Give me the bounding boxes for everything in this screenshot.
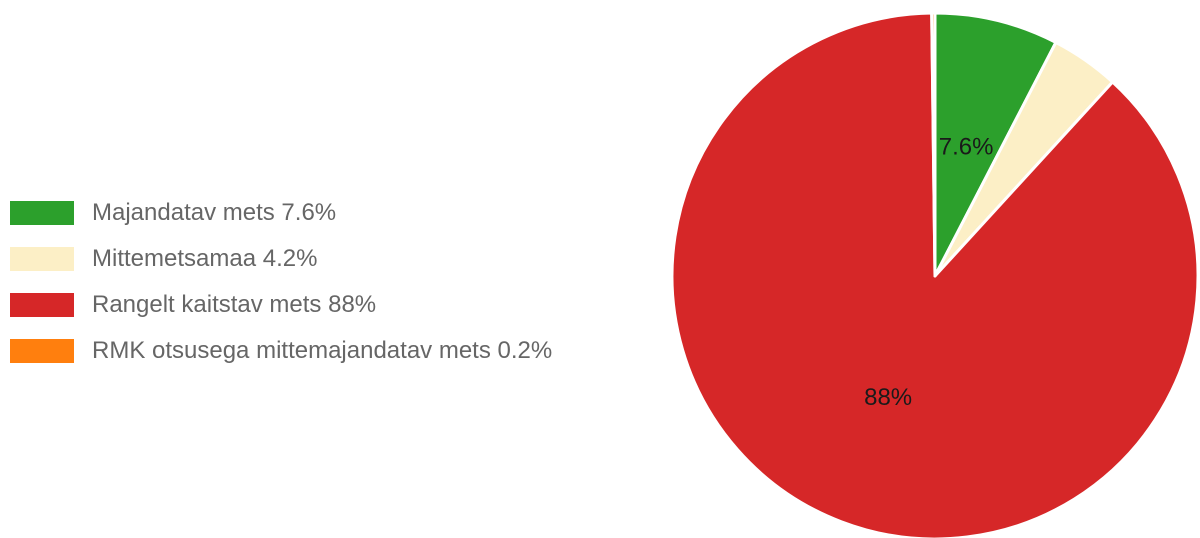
legend-swatch-rangelt-kaitstav-mets xyxy=(10,293,74,317)
legend: Majandatav mets 7.6% Mittemetsamaa 4.2% … xyxy=(10,190,552,374)
legend-swatch-majandatav-mets xyxy=(10,201,74,225)
legend-label-mittemetsamaa: Mittemetsamaa 4.2% xyxy=(92,245,318,272)
legend-item-rmk-otsusega-mittemajandatav-mets[interactable]: RMK otsusega mittemajandatav mets 0.2% xyxy=(10,328,552,374)
slice-label-rangelt-kaitstav-mets: 88% xyxy=(864,384,912,411)
legend-item-mittemetsamaa[interactable]: Mittemetsamaa 4.2% xyxy=(10,236,552,282)
legend-item-majandatav-mets[interactable]: Majandatav mets 7.6% xyxy=(10,190,552,236)
legend-swatch-rmk-otsusega-mittemajandatav-mets xyxy=(10,339,74,363)
pie-slice-rangelt-kaitstav-mets[interactable] xyxy=(670,11,1200,538)
legend-item-rangelt-kaitstav-mets[interactable]: Rangelt kaitstav mets 88% xyxy=(10,282,552,328)
pie-slice-rmk-otsusega-mittemajandatav-mets[interactable] xyxy=(930,11,937,278)
legend-label-rmk-otsusega-mittemajandatav-mets: RMK otsusega mittemajandatav mets 0.2% xyxy=(92,337,553,364)
legend-label-majandatav-mets: Majandatav mets 7.6% xyxy=(92,199,337,226)
pie-slice-majandatav-mets[interactable] xyxy=(933,11,1058,278)
slice-label-majandatav-mets: 7.6% xyxy=(939,134,994,161)
legend-label-rangelt-kaitstav-mets: Rangelt kaitstav mets 88% xyxy=(92,291,377,318)
legend-swatch-mittemetsamaa xyxy=(10,247,74,271)
